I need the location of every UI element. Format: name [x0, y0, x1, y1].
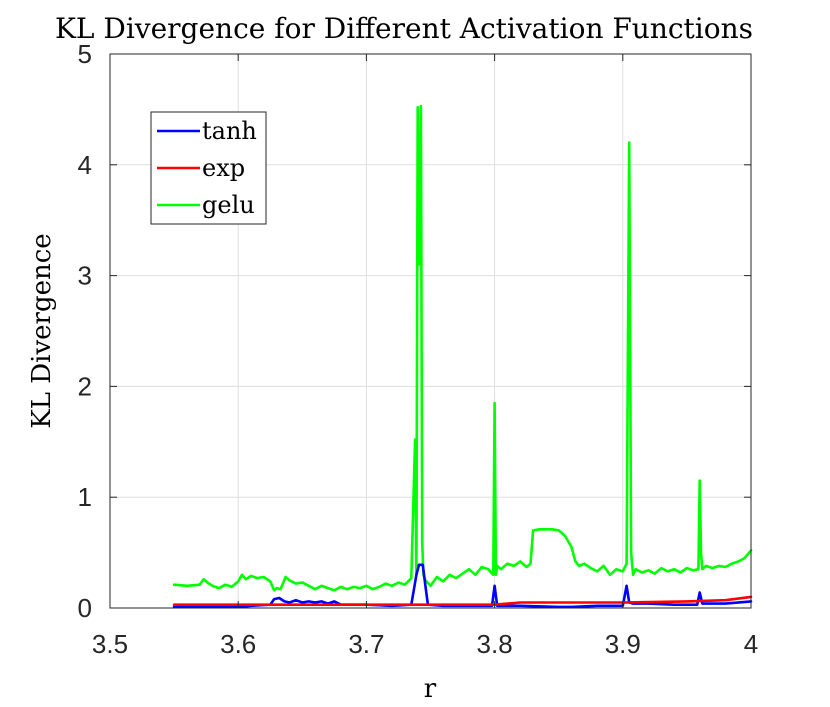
x-tick-label: 3.9: [605, 629, 641, 659]
legend-label-exp: exp: [202, 154, 245, 182]
y-tick-label: 3: [78, 261, 92, 291]
y-axis-label: KL Divergence: [27, 233, 57, 428]
series-lines: [172, 104, 753, 609]
series-line-exp: [172, 595, 753, 607]
y-tick-label: 1: [78, 482, 92, 512]
series-line-gelu: [172, 104, 753, 592]
chart-title: KL Divergence for Different Activation F…: [55, 12, 753, 45]
y-tick-label: 0: [78, 593, 92, 623]
tick-labels: 3.5 3.6 3.7 3.8 3.9 4 0 1 2 3 4 5: [78, 39, 759, 659]
x-tick-label: 3.5: [92, 629, 128, 659]
series-line-tanh: [172, 563, 753, 609]
legend-label-tanh: tanh: [202, 117, 257, 145]
legend-items: tanh exp gelu: [157, 117, 257, 219]
y-tick-label: 4: [78, 150, 92, 180]
y-tick-label: 5: [78, 39, 92, 69]
y-tick-label: 2: [78, 371, 92, 401]
x-axis-label: r: [424, 674, 437, 704]
x-tick-label: 3.8: [477, 629, 513, 659]
legend: tanh exp gelu: [150, 111, 267, 225]
x-tick-label: 4: [744, 629, 758, 659]
x-tick-label: 3.6: [220, 629, 256, 659]
legend-label-gelu: gelu: [202, 191, 255, 219]
x-tick-label: 3.7: [348, 629, 384, 659]
axes-box: [109, 53, 752, 609]
tick-marks: [109, 53, 752, 609]
